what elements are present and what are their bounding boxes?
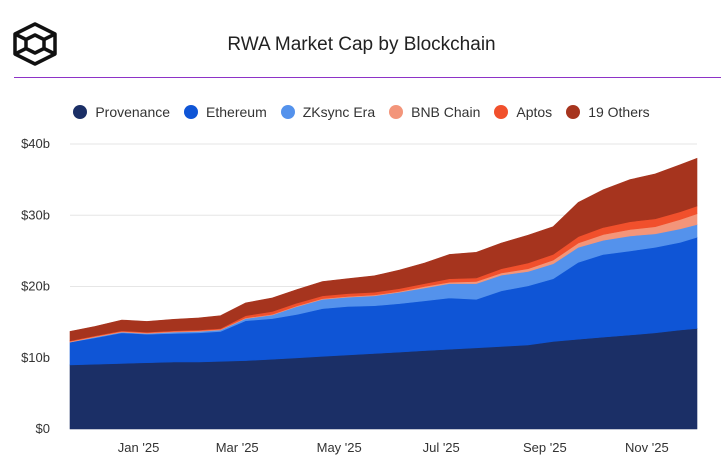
legend-swatch xyxy=(184,105,199,119)
legend-label: Aptos xyxy=(516,104,553,120)
area-series-19-others[interactable] xyxy=(69,157,698,342)
x-tick-label: Sep '25 xyxy=(523,440,567,455)
legend-label: ZKsync Era xyxy=(302,104,376,120)
legend-item[interactable]: 19 Others xyxy=(566,104,650,120)
legend-swatch xyxy=(566,105,581,119)
legend-label: 19 Others xyxy=(588,104,650,120)
x-tick-label: May '25 xyxy=(317,440,362,455)
legend-item[interactable]: Ethereum xyxy=(184,104,267,120)
legend-swatch xyxy=(73,105,88,119)
cube-logo-icon xyxy=(13,22,57,66)
chart-legend: Provenance Ethereum ZKsync Era BNB Chain Apt… xyxy=(0,104,723,120)
legend-label: BNB Chain xyxy=(411,104,481,120)
page-title: RWA Market Cap by Blockchain xyxy=(227,34,496,55)
legend-swatch xyxy=(389,105,404,119)
header-divider xyxy=(14,77,721,78)
stacked-area-chart: $0 $10b $20b $30b $40b Jan '25 Mar '25 May '25 J… xyxy=(21,136,698,455)
legend-item[interactable]: Provenance xyxy=(73,104,170,120)
y-tick-label: $40b xyxy=(21,136,50,151)
y-tick-label: $10b xyxy=(21,350,50,365)
x-tick-label: Jul '25 xyxy=(423,440,460,455)
y-tick-label: $20b xyxy=(21,279,50,294)
legend-item[interactable]: BNB Chain xyxy=(389,104,480,120)
legend-item[interactable]: ZKsync Era xyxy=(280,104,376,120)
legend-swatch xyxy=(280,105,295,119)
legend-item[interactable]: Aptos xyxy=(494,104,552,120)
y-tick-label: $0 xyxy=(36,421,50,436)
legend-label: Provenance xyxy=(95,104,171,120)
x-tick-label: Nov '25 xyxy=(625,440,669,455)
x-tick-label: Mar '25 xyxy=(216,440,259,455)
y-tick-label: $30b xyxy=(21,207,50,222)
x-tick-label: Jan '25 xyxy=(118,440,160,455)
legend-label: Ethereum xyxy=(206,104,267,120)
legend-swatch xyxy=(494,105,509,119)
